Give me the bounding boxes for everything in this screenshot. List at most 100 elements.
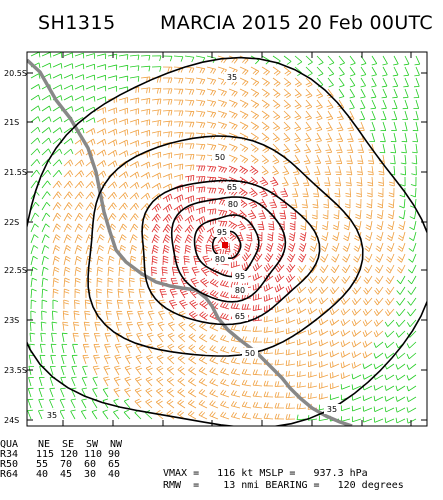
- wind-barb: [318, 297, 329, 305]
- wind-barb: [349, 55, 356, 66]
- wind-barb: [374, 264, 384, 274]
- wind-barb: [261, 154, 269, 165]
- wind-barb: [392, 77, 399, 88]
- wind-barb: [41, 94, 52, 101]
- wind-barb: [219, 280, 230, 288]
- wind-barb: [239, 121, 249, 131]
- wind-barb: [338, 55, 345, 66]
- wind-barb: [377, 187, 384, 198]
- wind-barb: [73, 321, 80, 332]
- wind-barb: [30, 201, 40, 211]
- wind-barb: [188, 344, 197, 354]
- wind-barb: [177, 377, 186, 387]
- contour-label-bg: [224, 72, 240, 82]
- wind-barb: [294, 99, 302, 110]
- wind-barb: [162, 99, 173, 105]
- wind-barb: [342, 253, 351, 263]
- wind-barb: [173, 224, 183, 234]
- wind-barb: [281, 176, 289, 187]
- wind-barb: [115, 321, 123, 332]
- wind-barb: [96, 74, 107, 81]
- wind-barb: [406, 341, 417, 349]
- wind-barb: [261, 165, 269, 176]
- wind-barb: [263, 294, 274, 302]
- wind-barb: [85, 85, 96, 91]
- wind-barb: [116, 299, 124, 310]
- wind-barb: [41, 234, 50, 244]
- wind-barb: [30, 234, 39, 244]
- wind-barb: [305, 77, 313, 88]
- wind-barb: [151, 151, 162, 159]
- wind-barb: [151, 172, 162, 180]
- wind-barb: [173, 110, 184, 117]
- wind-barb: [151, 119, 162, 127]
- wind-barb: [212, 244, 222, 255]
- wind-barb: [140, 192, 151, 200]
- wind-barb: [283, 99, 291, 110]
- wind-barb: [252, 326, 263, 332]
- wind-barb: [288, 231, 296, 242]
- wind-barb: [340, 308, 351, 316]
- wind-barb: [30, 255, 38, 266]
- wind-barb: [96, 107, 107, 114]
- wind-barb: [41, 266, 49, 277]
- wind-barb: [320, 242, 329, 252]
- wind-barb: [351, 373, 362, 380]
- wind-barb: [345, 176, 352, 187]
- wind-barb: [220, 356, 230, 365]
- wind-barb: [52, 255, 60, 266]
- wind-barb: [52, 148, 63, 156]
- wind-barb: [373, 406, 384, 413]
- wind-barb: [127, 299, 134, 310]
- wind-barb: [195, 77, 206, 85]
- wind-barb: [198, 410, 208, 420]
- wind-barb: [158, 310, 165, 321]
- wind-barb: [259, 176, 269, 187]
- wind-barb: [188, 322, 197, 332]
- wind-barb: [270, 176, 279, 187]
- wind-barb: [27, 409, 33, 420]
- wind-barb: [129, 277, 135, 288]
- wind-barb: [252, 262, 263, 272]
- wind-barb: [329, 318, 340, 326]
- wind-barb: [263, 391, 274, 398]
- wind-barb: [307, 360, 318, 368]
- wind-barb: [364, 253, 373, 263]
- wind-barb: [305, 99, 313, 110]
- wind-barb: [27, 387, 34, 398]
- wind-barb: [195, 216, 206, 225]
- wind-barb: [327, 77, 334, 88]
- wind-barb: [140, 172, 151, 179]
- wind-barb: [107, 191, 118, 200]
- wind-barb: [52, 116, 63, 123]
- wind-barb: [146, 354, 154, 365]
- wind-barb: [93, 343, 101, 354]
- wind-barb: [71, 354, 78, 365]
- wind-barb: [157, 321, 165, 332]
- wind-barb: [239, 99, 249, 109]
- wind-barb: [187, 410, 197, 420]
- wind-barb: [351, 416, 362, 423]
- wind-barb: [184, 215, 195, 224]
- wind-barb: [390, 154, 396, 165]
- wind-barb: [30, 84, 41, 90]
- wind-barb: [198, 344, 208, 354]
- wind-barb: [233, 242, 241, 253]
- wind-barb: [396, 264, 406, 274]
- wind-barb: [162, 244, 170, 255]
- wind-barb: [261, 121, 270, 131]
- wind-barb: [310, 231, 318, 242]
- wind-barb: [129, 182, 140, 189]
- wind-barb: [327, 66, 335, 77]
- wind-barb: [129, 108, 140, 115]
- wind-barb: [336, 110, 344, 121]
- wind-barb: [41, 105, 52, 112]
- wind-barb: [118, 171, 129, 179]
- wind-barb: [228, 154, 238, 163]
- wind-barb: [330, 275, 340, 284]
- wind-barb: [157, 332, 165, 343]
- wind-barb: [217, 143, 227, 152]
- contour-65: [141, 179, 321, 326]
- table-cell: 115: [36, 449, 55, 460]
- wind-barb: [307, 307, 318, 315]
